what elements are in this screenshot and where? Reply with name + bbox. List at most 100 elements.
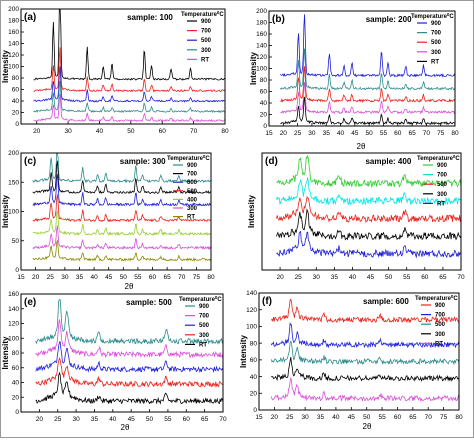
series-line-300 xyxy=(35,357,224,388)
series-line-700 xyxy=(280,48,456,91)
x-tick-label: 25 xyxy=(54,416,62,423)
x-tick-label: 60 xyxy=(149,274,157,281)
legend-entry-700: 700 xyxy=(201,29,212,35)
y-tick-label: 120 xyxy=(8,52,19,59)
x-tick-label: 25 xyxy=(295,274,303,281)
x-tick-label: 50 xyxy=(146,416,154,423)
y-tick-label: 0 xyxy=(253,407,257,414)
series-line-500 xyxy=(280,66,456,104)
legend-entry-500: 500 xyxy=(201,38,212,44)
x-tick-label: 20 xyxy=(36,416,44,423)
x-tick-label: 15 xyxy=(265,130,273,137)
plot-frame xyxy=(20,152,212,271)
legend-entry-900: 900 xyxy=(199,304,210,310)
y-tick-label: 100 xyxy=(256,66,267,73)
y-tick-label: 0 xyxy=(15,121,19,128)
legend-entry-rt: RT xyxy=(199,342,207,348)
x-tick-label: 70 xyxy=(178,274,186,281)
legend-entry-300: 300 xyxy=(431,50,442,56)
series-line-900 xyxy=(35,299,224,346)
x-tick-label: 70 xyxy=(423,130,431,137)
x-tick-label: 30 xyxy=(302,414,310,421)
series-line-300 xyxy=(276,208,462,241)
series-line-300 xyxy=(271,357,460,383)
x-axis-label: 2θ xyxy=(357,142,366,151)
x-tick-label: 80 xyxy=(455,414,463,421)
x-tick-label: 20 xyxy=(276,274,284,281)
plot-frame xyxy=(261,152,462,271)
panel-label: (e) xyxy=(24,297,36,308)
series-line-500 xyxy=(33,66,226,103)
series-line-900 xyxy=(270,298,460,324)
series-line-500 xyxy=(270,340,460,366)
x-tick-label: 20 xyxy=(32,274,40,281)
y-axis-label: Intensity xyxy=(1,336,10,369)
x-tick-label: 60 xyxy=(394,414,402,421)
series-line-rt xyxy=(32,240,212,262)
panel-title: sample: 300 xyxy=(120,157,166,166)
x-tick-label: 70 xyxy=(425,414,433,421)
legend-entry-300: 300 xyxy=(199,333,210,339)
panel-label: (c) xyxy=(24,156,36,167)
y-tick-label: 200 xyxy=(8,6,19,13)
x-tick-label: 40 xyxy=(109,416,117,423)
x-tick-label: 40 xyxy=(349,274,357,281)
y-tick-label: 40 xyxy=(250,374,258,381)
x-tick-label: 45 xyxy=(105,274,113,281)
y-tick-label: 60 xyxy=(250,357,258,364)
y-tick-label: 20 xyxy=(260,112,268,119)
series-line-300 xyxy=(280,81,456,115)
y-axis-label: Intensity xyxy=(249,52,258,85)
series-line-rt xyxy=(33,94,226,123)
y-tick-label: 20 xyxy=(12,110,20,117)
x-tick-label: 30 xyxy=(313,274,321,281)
legend-title: Temperature0C xyxy=(411,12,454,20)
y-tick-label: 100 xyxy=(8,64,19,71)
x-tick-label: 70 xyxy=(190,128,198,135)
legend-entry-500: 500 xyxy=(187,189,198,195)
y-tick-label: 120 xyxy=(246,307,257,314)
x-axis-label: 2θ xyxy=(125,282,134,291)
panel-b: 15 20 25 30 35 40 45 50 55 60 65 70 75 80 0 20 40 60 80 100… xyxy=(249,8,459,151)
series-line-900 xyxy=(276,154,462,188)
x-tick-label: 30 xyxy=(308,130,316,137)
legend-entry-300: 300 xyxy=(187,206,198,212)
y-tick-label: 140 xyxy=(8,306,19,313)
x-tick-label: 55 xyxy=(378,414,386,421)
legend-entry-300: 300 xyxy=(201,48,212,54)
series-line-600 xyxy=(32,174,212,207)
y-tick-label: 20 xyxy=(12,394,20,401)
x-tick-label: 25 xyxy=(47,274,55,281)
y-tick-label: 160 xyxy=(256,31,267,38)
y-tick-label: 0 xyxy=(15,409,19,416)
legend-entry-900: 900 xyxy=(431,21,442,27)
series-line-rt xyxy=(270,376,460,403)
panel-label: (d) xyxy=(265,156,278,167)
panel-title: sample: 100 xyxy=(127,13,173,22)
x-tick-label: 20 xyxy=(33,128,41,135)
legend-entry-700: 700 xyxy=(435,313,446,319)
x-tick-label: 65 xyxy=(408,130,416,137)
y-axis-label: Intensity xyxy=(247,195,256,228)
y-tick-label: 140 xyxy=(256,43,267,50)
y-tick-label: 80 xyxy=(250,340,258,347)
panel-c: 15 20 25 30 35 40 45 50 55 60 65 70 75 80 0 50 100 150 200… xyxy=(1,150,215,291)
y-tick-label: 200 xyxy=(8,150,19,157)
series-line-700 xyxy=(33,47,226,93)
series-line-rt xyxy=(280,96,456,126)
x-axis-label: 2θ xyxy=(363,422,372,431)
series-line-700 xyxy=(270,321,460,349)
series-line-700 xyxy=(35,319,224,359)
x-tick-label: 40 xyxy=(90,274,98,281)
x-tick-label: 50 xyxy=(366,130,374,137)
panel-title: sample: 400 xyxy=(365,157,411,166)
y-tick-label: 0 xyxy=(15,267,19,274)
legend-entry-700: 700 xyxy=(199,314,210,320)
legend-entry-rt: RT xyxy=(187,215,195,221)
x-tick-label: 35 xyxy=(331,274,339,281)
x-tick-label: 15 xyxy=(17,274,25,281)
legend-entry-500: 500 xyxy=(437,182,448,188)
legend-entry-600: 600 xyxy=(187,180,198,186)
